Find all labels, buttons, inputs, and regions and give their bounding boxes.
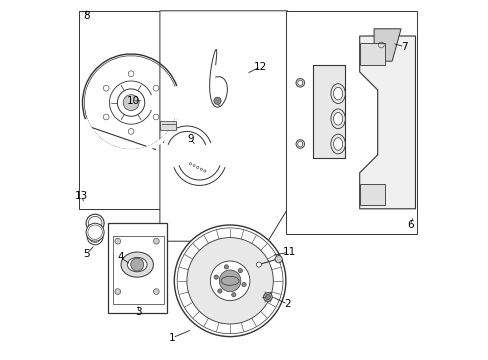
Polygon shape xyxy=(373,29,400,61)
Ellipse shape xyxy=(330,134,345,154)
Text: 10: 10 xyxy=(126,96,139,106)
Circle shape xyxy=(265,294,270,300)
Polygon shape xyxy=(79,11,233,209)
Circle shape xyxy=(263,293,272,301)
Text: 11: 11 xyxy=(282,247,296,257)
Circle shape xyxy=(217,289,222,293)
Circle shape xyxy=(295,140,304,148)
Polygon shape xyxy=(285,11,416,234)
Circle shape xyxy=(128,71,134,77)
Circle shape xyxy=(214,275,218,279)
Circle shape xyxy=(103,114,109,120)
Text: 1: 1 xyxy=(169,333,176,343)
Circle shape xyxy=(86,223,104,241)
Text: 13: 13 xyxy=(75,191,88,201)
Text: 7: 7 xyxy=(401,42,407,52)
Polygon shape xyxy=(160,11,287,241)
Ellipse shape xyxy=(127,257,147,272)
Text: 12: 12 xyxy=(254,62,267,72)
Circle shape xyxy=(231,293,236,297)
Text: 5: 5 xyxy=(83,249,90,259)
Text: 8: 8 xyxy=(83,11,90,21)
Ellipse shape xyxy=(221,276,239,285)
Ellipse shape xyxy=(333,112,342,125)
Ellipse shape xyxy=(330,109,345,129)
Text: 9: 9 xyxy=(187,134,193,144)
Circle shape xyxy=(210,261,249,301)
Ellipse shape xyxy=(333,138,342,150)
Text: 3: 3 xyxy=(135,307,142,318)
Text: 4: 4 xyxy=(117,252,123,262)
Circle shape xyxy=(275,256,282,263)
Circle shape xyxy=(153,114,159,120)
Circle shape xyxy=(128,129,134,134)
Circle shape xyxy=(153,85,159,91)
Circle shape xyxy=(130,258,143,271)
Bar xyxy=(359,43,384,65)
Circle shape xyxy=(224,265,228,269)
Circle shape xyxy=(153,289,159,294)
Ellipse shape xyxy=(121,252,153,277)
Circle shape xyxy=(86,214,104,232)
Text: 6: 6 xyxy=(406,220,412,230)
Circle shape xyxy=(117,89,144,116)
Circle shape xyxy=(242,282,245,287)
Circle shape xyxy=(87,229,103,245)
Circle shape xyxy=(295,78,304,87)
Circle shape xyxy=(213,97,221,104)
Circle shape xyxy=(115,238,121,244)
Bar xyxy=(359,184,384,205)
Bar xyxy=(107,223,167,313)
Bar xyxy=(160,121,176,130)
Circle shape xyxy=(115,289,121,294)
Bar xyxy=(113,236,163,304)
Circle shape xyxy=(186,238,273,324)
Ellipse shape xyxy=(330,84,345,104)
Circle shape xyxy=(256,262,261,267)
Polygon shape xyxy=(312,65,345,158)
Circle shape xyxy=(103,85,109,91)
Circle shape xyxy=(153,238,159,244)
Circle shape xyxy=(297,80,302,85)
Circle shape xyxy=(238,269,242,273)
Circle shape xyxy=(174,225,285,337)
Polygon shape xyxy=(359,36,415,209)
Circle shape xyxy=(219,270,241,292)
Circle shape xyxy=(297,141,302,147)
Circle shape xyxy=(123,95,139,111)
Text: 2: 2 xyxy=(284,299,290,309)
Ellipse shape xyxy=(333,87,342,100)
